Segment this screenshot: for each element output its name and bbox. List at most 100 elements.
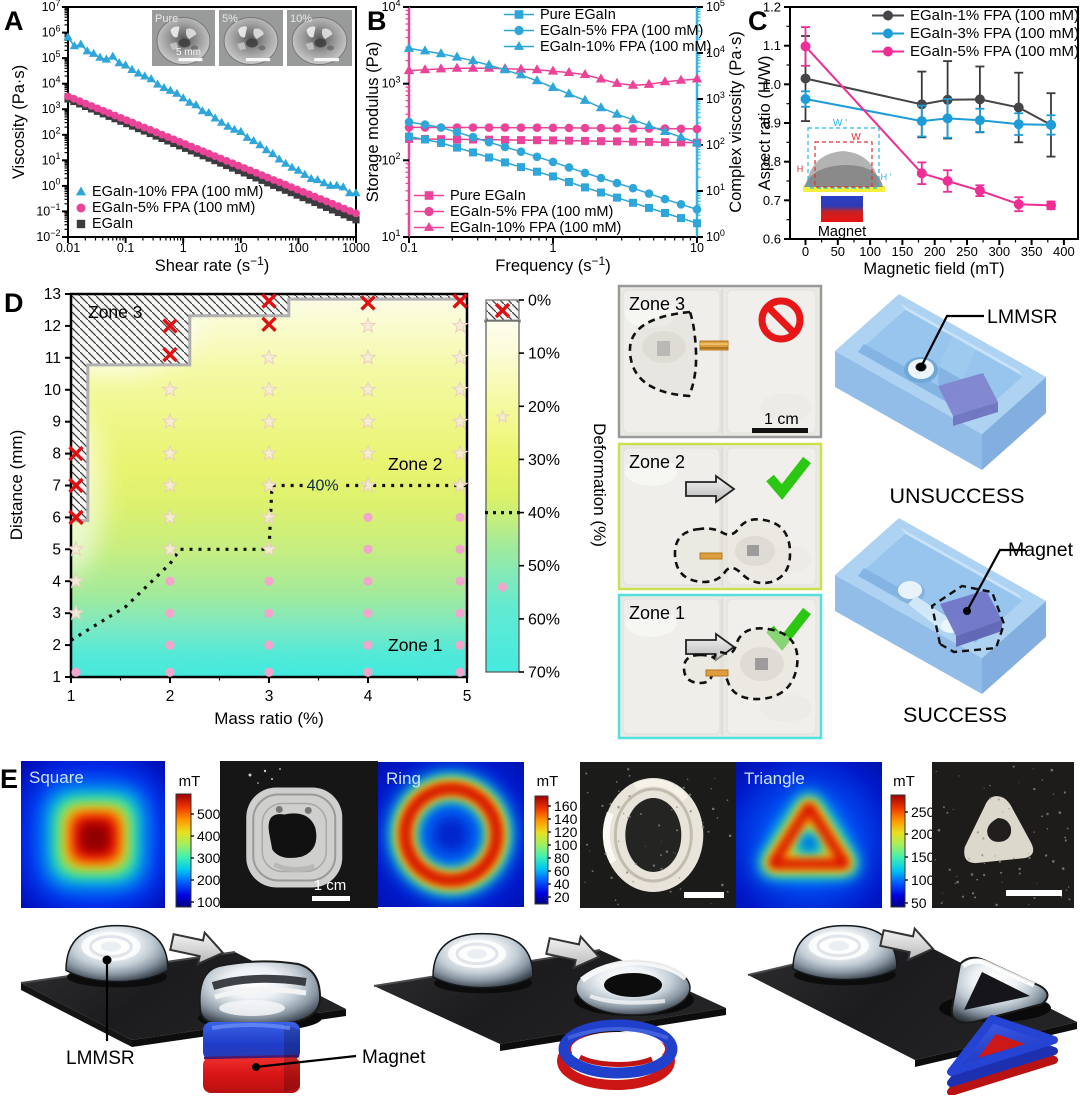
svg-text:60: 60 — [554, 863, 570, 879]
svg-text:SUCCESS: SUCCESS — [903, 703, 1007, 727]
svg-text:102: 102 — [706, 136, 725, 152]
svg-text:Pure EGaIn: Pure EGaIn — [450, 188, 526, 204]
svg-text:A: A — [4, 6, 24, 36]
svg-text:0.1: 0.1 — [117, 241, 134, 255]
svg-text:100: 100 — [288, 241, 309, 255]
svg-text:mT: mT — [179, 773, 201, 790]
svg-text:LMMSR: LMMSR — [987, 306, 1057, 328]
svg-text:Magnet: Magnet — [1008, 539, 1074, 561]
svg-text:1: 1 — [67, 688, 76, 705]
svg-text:150: 150 — [892, 244, 914, 259]
svg-text:1 cm: 1 cm — [314, 877, 347, 894]
svg-text:1: 1 — [550, 241, 557, 255]
svg-text:LMMSR: LMMSR — [66, 1048, 135, 1069]
svg-text:104: 104 — [42, 74, 61, 90]
svg-text:Magnetic field (mT): Magnetic field (mT) — [863, 260, 1004, 278]
svg-text:13: 13 — [44, 286, 61, 303]
svg-text:103: 103 — [42, 100, 61, 116]
svg-text:Shear rate (s−1): Shear rate (s−1) — [155, 254, 270, 275]
svg-text:0.8: 0.8 — [763, 154, 781, 169]
svg-text:50%: 50% — [528, 558, 560, 575]
svg-text:50: 50 — [911, 895, 927, 911]
svg-text:0%: 0% — [528, 293, 551, 310]
svg-text:W: W — [851, 132, 861, 143]
svg-text:EGaIn-3% FPA (100 mM): EGaIn-3% FPA (100 mM) — [910, 25, 1079, 42]
svg-text:D: D — [4, 288, 24, 318]
svg-text:1.0: 1.0 — [763, 77, 781, 92]
svg-text:200: 200 — [197, 872, 221, 888]
svg-text:5: 5 — [52, 541, 61, 558]
svg-text:EGaIn: EGaIn — [92, 216, 133, 232]
svg-text:11: 11 — [45, 350, 61, 367]
svg-text:H: H — [797, 164, 804, 174]
svg-text:40%: 40% — [307, 477, 339, 494]
svg-text:2: 2 — [166, 688, 175, 705]
svg-text:1000: 1000 — [342, 241, 370, 255]
svg-text:300: 300 — [197, 850, 221, 866]
svg-text:7: 7 — [52, 478, 61, 495]
svg-text:106: 106 — [42, 23, 61, 39]
svg-text:101: 101 — [42, 151, 61, 167]
svg-text:40: 40 — [554, 876, 570, 892]
svg-text:Distance (mm): Distance (mm) — [7, 430, 26, 541]
svg-text:Storage modulus (Pa): Storage modulus (Pa) — [364, 42, 382, 203]
svg-text:101: 101 — [382, 228, 401, 244]
svg-text:Zone 3: Zone 3 — [88, 302, 142, 322]
svg-text:Magnet: Magnet — [362, 1047, 426, 1068]
svg-text:EGaIn-10% FPA (100 mM): EGaIn-10% FPA (100 mM) — [540, 39, 711, 55]
svg-text:mT: mT — [537, 773, 559, 790]
svg-text:101: 101 — [706, 182, 725, 198]
svg-text:500: 500 — [197, 806, 221, 822]
svg-text:103: 103 — [382, 74, 401, 90]
svg-text:E: E — [0, 764, 18, 794]
svg-text:mT: mT — [893, 773, 915, 790]
svg-text:105: 105 — [706, 0, 725, 14]
svg-text:Complex viscosity (Pa·s): Complex viscosity (Pa·s) — [727, 31, 745, 213]
svg-text:Zone 2: Zone 2 — [629, 452, 685, 472]
svg-text:200: 200 — [911, 826, 935, 842]
svg-text:12: 12 — [44, 318, 61, 335]
svg-text:Frequency (s−1): Frequency (s−1) — [495, 254, 610, 275]
svg-text:10%: 10% — [290, 13, 312, 25]
svg-text:9: 9 — [52, 414, 61, 431]
svg-text:107: 107 — [42, 0, 61, 14]
svg-text:140: 140 — [554, 811, 578, 827]
svg-text:400: 400 — [197, 828, 221, 844]
svg-text:1: 1 — [52, 669, 61, 686]
svg-text:100: 100 — [911, 872, 935, 888]
svg-text:Ring: Ring — [386, 769, 421, 788]
svg-text:Triangle: Triangle — [744, 769, 805, 788]
svg-text:8: 8 — [52, 446, 61, 463]
svg-text:1 cm: 1 cm — [764, 411, 799, 428]
svg-text:EGaIn-5% FPA (100 mM): EGaIn-5% FPA (100 mM) — [92, 200, 255, 216]
svg-text:Square: Square — [29, 768, 84, 787]
svg-text:10−1: 10−1 — [36, 202, 60, 218]
svg-text:EGaIn-5% FPA (100 mM): EGaIn-5% FPA (100 mM) — [450, 204, 613, 220]
svg-text:250: 250 — [956, 244, 978, 259]
svg-text:70%: 70% — [528, 665, 560, 682]
svg-text:3: 3 — [52, 605, 61, 622]
svg-text:100: 100 — [706, 228, 725, 244]
svg-text:4: 4 — [364, 688, 373, 705]
svg-text:250: 250 — [911, 804, 935, 820]
svg-text:Pure EGaIn: Pure EGaIn — [540, 7, 616, 23]
svg-text:100: 100 — [554, 837, 578, 853]
svg-text:Zone 1: Zone 1 — [388, 635, 442, 655]
svg-text:Zone 1: Zone 1 — [629, 603, 685, 623]
svg-text:10%: 10% — [528, 346, 560, 363]
svg-text:20: 20 — [554, 889, 570, 905]
svg-text:EGaIn-10% FPA (100 mM): EGaIn-10% FPA (100 mM) — [450, 220, 621, 236]
svg-text:30%: 30% — [528, 452, 560, 469]
svg-text:105: 105 — [42, 49, 61, 65]
svg-text:H ': H ' — [881, 172, 892, 182]
svg-text:EGaIn-1% FPA (100 mM): EGaIn-1% FPA (100 mM) — [910, 7, 1079, 24]
svg-text:104: 104 — [382, 0, 401, 14]
svg-text:80: 80 — [554, 850, 570, 866]
svg-text:C: C — [748, 6, 768, 36]
svg-text:1.2: 1.2 — [763, 0, 781, 15]
svg-text:5%: 5% — [222, 13, 238, 25]
svg-text:B: B — [367, 6, 387, 36]
svg-text:3: 3 — [265, 688, 274, 705]
svg-text:50: 50 — [831, 244, 845, 259]
svg-text:10: 10 — [234, 241, 248, 255]
